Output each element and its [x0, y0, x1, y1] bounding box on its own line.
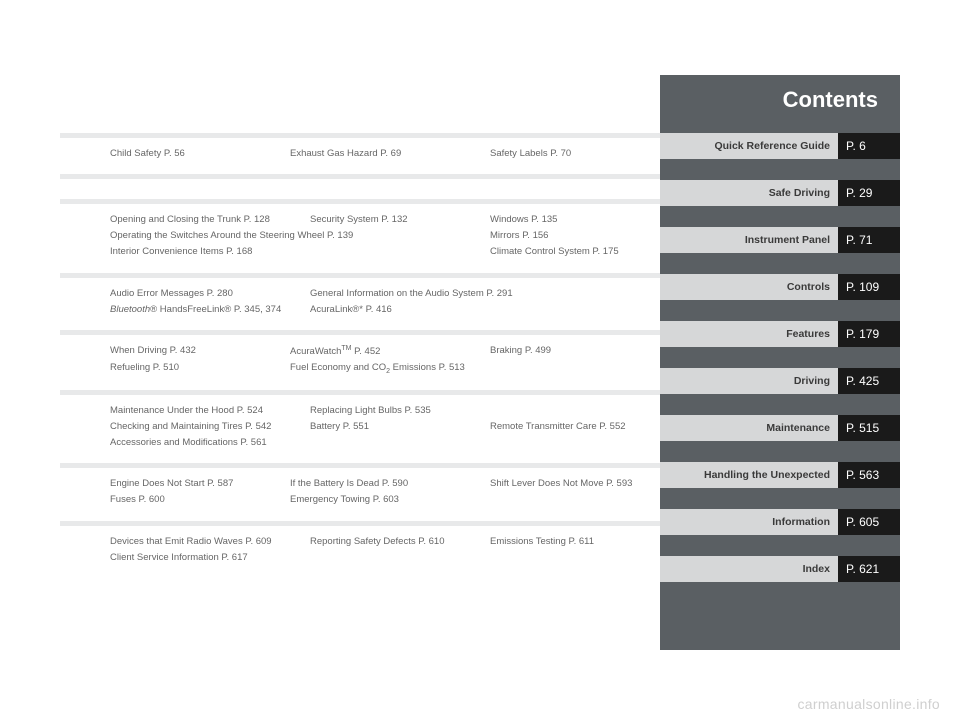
entry: Emergency Towing P. 603: [290, 492, 490, 508]
entry: Security System P. 132: [310, 212, 490, 228]
section-body: Engine Does Not Start P. 587 If the Batt…: [60, 470, 660, 520]
tab-label: Information: [660, 509, 838, 535]
entry: AcuraLink®* P. 416: [310, 302, 510, 318]
tab-handling-unexpected[interactable]: Handling the Unexpected P. 563: [660, 462, 900, 488]
tab-label: Features: [660, 321, 838, 347]
entry: Refueling P. 510: [110, 360, 290, 378]
section-body: Devices that Emit Radio Waves P. 609 Rep…: [60, 528, 660, 578]
tab-quick-reference[interactable]: Quick Reference Guide P. 6: [660, 133, 900, 159]
section-body: [60, 181, 660, 199]
entry: Child Safety P. 56: [110, 146, 290, 162]
tab-page: P. 179: [838, 321, 900, 347]
section-divider: [60, 273, 660, 278]
tab-label: Index: [660, 556, 838, 582]
entry: Mirrors P. 156: [490, 228, 660, 244]
tab-list: Quick Reference Guide P. 6 Safe Driving …: [660, 133, 900, 603]
tab-controls[interactable]: Controls P. 109: [660, 274, 900, 300]
entry: If the Battery Is Dead P. 590: [290, 476, 490, 492]
entry: Climate Control System P. 175: [490, 244, 660, 260]
tab-page: P. 563: [838, 462, 900, 488]
entry: When Driving P. 432: [110, 343, 290, 360]
entry: AcuraWatchTM P. 452: [290, 343, 490, 360]
entry: Checking and Maintaining Tires P. 542: [110, 419, 310, 435]
section-divider: [60, 330, 660, 335]
section-body: Audio Error Messages P. 280 General Info…: [60, 280, 660, 330]
entry: Engine Does Not Start P. 587: [110, 476, 290, 492]
page: Child Safety P. 56 Exhaust Gas Hazard P.…: [60, 75, 900, 650]
entry: Braking P. 499: [490, 343, 660, 360]
section-body: Child Safety P. 56 Exhaust Gas Hazard P.…: [60, 140, 660, 174]
tab-page: P. 515: [838, 415, 900, 441]
entry: Shift Lever Does Not Move P. 593: [490, 476, 660, 492]
entry: Accessories and Modifications P. 561: [110, 435, 360, 451]
section-body: Maintenance Under the Hood P. 524 Replac…: [60, 397, 660, 463]
tab-page: P. 621: [838, 556, 900, 582]
entry: Bluetooth® HandsFreeLink® P. 345, 374: [110, 302, 310, 318]
tab-features[interactable]: Features P. 179: [660, 321, 900, 347]
entry: Maintenance Under the Hood P. 524: [110, 403, 310, 419]
tab-page: P. 29: [838, 180, 900, 206]
section-divider: [60, 390, 660, 395]
tab-safe-driving[interactable]: Safe Driving P. 29: [660, 180, 900, 206]
section-divider: [60, 174, 660, 179]
tab-label: Safe Driving: [660, 180, 838, 206]
entry: Audio Error Messages P. 280: [110, 286, 310, 302]
tab-page: P. 425: [838, 368, 900, 394]
tab-page: P. 605: [838, 509, 900, 535]
entry: General Information on the Audio System …: [310, 286, 590, 302]
tab-label: Driving: [660, 368, 838, 394]
entry: Emissions Testing P. 611: [490, 534, 660, 550]
tab-maintenance[interactable]: Maintenance P. 515: [660, 415, 900, 441]
entry: Devices that Emit Radio Waves P. 609: [110, 534, 310, 550]
entry: Windows P. 135: [490, 212, 660, 228]
tab-information[interactable]: Information P. 605: [660, 509, 900, 535]
tab-index[interactable]: Index P. 621: [660, 556, 900, 582]
section-body: When Driving P. 432 AcuraWatchTM P. 452 …: [60, 337, 660, 390]
watermark: carmanualsonline.info: [798, 696, 941, 712]
tab-instrument-panel[interactable]: Instrument Panel P. 71: [660, 227, 900, 253]
tab-page: P. 71: [838, 227, 900, 253]
section-divider: [60, 463, 660, 468]
entry: Fuel Economy and CO2 Emissions P. 513: [290, 360, 490, 378]
tab-label: Quick Reference Guide: [660, 133, 838, 159]
entry: Exhaust Gas Hazard P. 69: [290, 146, 490, 162]
section-divider: [60, 199, 660, 204]
entry: Remote Transmitter Care P. 552: [490, 419, 660, 435]
content-listing: Child Safety P. 56 Exhaust Gas Hazard P.…: [60, 75, 660, 650]
contents-sidebar: Contents Quick Reference Guide P. 6 Safe…: [660, 75, 900, 650]
tab-label: Maintenance: [660, 415, 838, 441]
entry: Interior Convenience Items P. 168: [110, 244, 490, 260]
section-divider: [60, 521, 660, 526]
entry: Battery P. 551: [310, 419, 490, 435]
tab-page: P. 109: [838, 274, 900, 300]
tab-driving[interactable]: Driving P. 425: [660, 368, 900, 394]
entry: Reporting Safety Defects P. 610: [310, 534, 490, 550]
entry: Safety Labels P. 70: [490, 146, 660, 162]
section-divider: [60, 133, 660, 138]
tab-label: Handling the Unexpected: [660, 462, 838, 488]
entry: Replacing Light Bulbs P. 535: [310, 403, 490, 419]
entry: Client Service Information P. 617: [110, 550, 360, 566]
section-body: Opening and Closing the Trunk P. 128 Sec…: [60, 206, 660, 272]
tab-page: P. 6: [838, 133, 900, 159]
entry: Fuses P. 600: [110, 492, 290, 508]
tab-label: Controls: [660, 274, 838, 300]
entry: Opening and Closing the Trunk P. 128: [110, 212, 310, 228]
entry: Operating the Switches Around the Steeri…: [110, 228, 490, 244]
tab-label: Instrument Panel: [660, 227, 838, 253]
contents-title: Contents: [660, 87, 900, 131]
